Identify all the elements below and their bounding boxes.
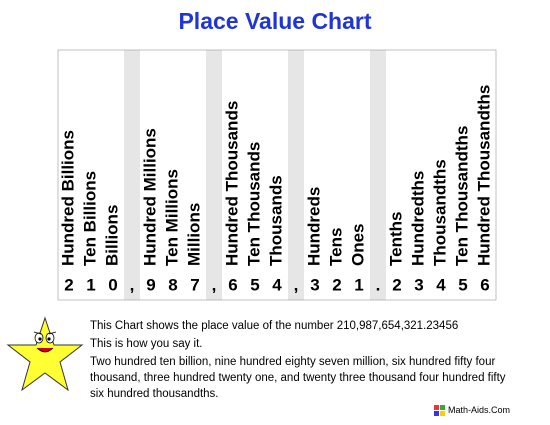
place-label: Ten Thousandths bbox=[452, 126, 471, 266]
place-label: Hundred Thousandths bbox=[474, 85, 493, 266]
place-label: Tenths bbox=[386, 212, 405, 266]
digit: 0 bbox=[108, 275, 117, 294]
digit: 5 bbox=[250, 275, 259, 294]
place-label: Hundreds bbox=[304, 187, 323, 266]
place-label: Hundred Billions bbox=[58, 130, 77, 266]
separator: , bbox=[294, 275, 299, 294]
separator-column bbox=[206, 50, 222, 300]
digit: 2 bbox=[64, 275, 73, 294]
say-intro: This is how you say it. bbox=[90, 338, 203, 350]
star-icon bbox=[6, 316, 84, 392]
digit: 4 bbox=[436, 275, 446, 294]
digit: 6 bbox=[480, 275, 489, 294]
digit: 2 bbox=[332, 275, 341, 294]
place-label: Millions bbox=[184, 203, 203, 266]
place-label: Billions bbox=[102, 205, 121, 266]
digit: 8 bbox=[168, 275, 177, 294]
place-label: Ten Billions bbox=[80, 171, 99, 266]
digit: 5 bbox=[458, 275, 467, 294]
separator: . bbox=[376, 275, 381, 294]
separator: , bbox=[130, 275, 135, 294]
separator-column bbox=[288, 50, 304, 300]
digit: 1 bbox=[86, 275, 95, 294]
place-label: Thousandths bbox=[430, 159, 449, 266]
digit: 3 bbox=[310, 275, 319, 294]
title: Place Value Chart bbox=[178, 8, 372, 34]
place-label: Ones bbox=[348, 223, 367, 266]
place-label: Hundred Thousands bbox=[222, 101, 241, 266]
place-label: Hundred Millions bbox=[140, 128, 159, 266]
digit: 9 bbox=[146, 275, 155, 294]
place-label: Hundredths bbox=[408, 171, 427, 266]
place-label: Tens bbox=[326, 228, 345, 266]
caption: This Chart shows the place value of the … bbox=[90, 320, 459, 332]
digit: 4 bbox=[272, 275, 282, 294]
number-words: Two hundred ten billion, nine hundred ei… bbox=[90, 356, 506, 400]
digit: 3 bbox=[414, 275, 423, 294]
logo: Math-Aids.Com bbox=[448, 405, 511, 415]
digit: 2 bbox=[392, 275, 401, 294]
separator-column bbox=[370, 50, 386, 300]
place-label: Ten Thousands bbox=[244, 142, 263, 266]
logo-icon bbox=[434, 405, 445, 416]
place-label: Ten Millions bbox=[162, 169, 181, 266]
chart-border bbox=[57, 49, 497, 301]
separator-column bbox=[124, 50, 140, 300]
digit: 1 bbox=[354, 275, 363, 294]
place-label: Thousands bbox=[266, 175, 285, 266]
separator: , bbox=[212, 275, 217, 294]
digit: 6 bbox=[228, 275, 237, 294]
digit: 7 bbox=[190, 275, 199, 294]
